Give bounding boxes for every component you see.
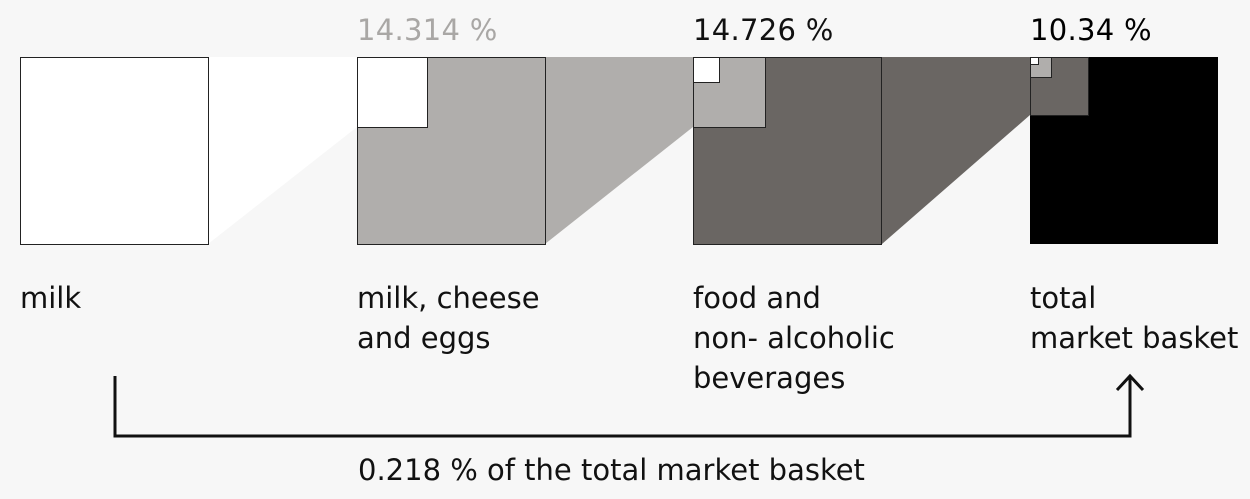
label-food-beverages: food and non- alcoholic beverages xyxy=(693,281,895,395)
nested-square-milk-small xyxy=(693,57,720,83)
arrowhead-icon xyxy=(1115,373,1145,392)
percent-total-market-basket: 10.34 % xyxy=(1030,13,1152,47)
percent-food-beverages: 14.726 % xyxy=(693,13,834,47)
connector-milk-to-dairy xyxy=(208,57,357,244)
connector-dairy-to-food xyxy=(545,57,693,244)
square-milk xyxy=(20,57,209,245)
bracket-arrow-line xyxy=(113,376,1132,438)
label-milk-cheese-eggs: milk, cheese and eggs xyxy=(357,281,540,355)
percent-milk-cheese-eggs: 14.314 % xyxy=(357,13,498,47)
nested-square-milk-tiny xyxy=(1030,57,1039,65)
label-total-market-basket: total market basket xyxy=(1030,281,1239,355)
label-milk: milk xyxy=(20,281,82,315)
caption: 0.218 % of the total market basket xyxy=(358,453,865,487)
nested-square-milk xyxy=(357,57,428,128)
connector-food-to-total xyxy=(882,57,1030,244)
